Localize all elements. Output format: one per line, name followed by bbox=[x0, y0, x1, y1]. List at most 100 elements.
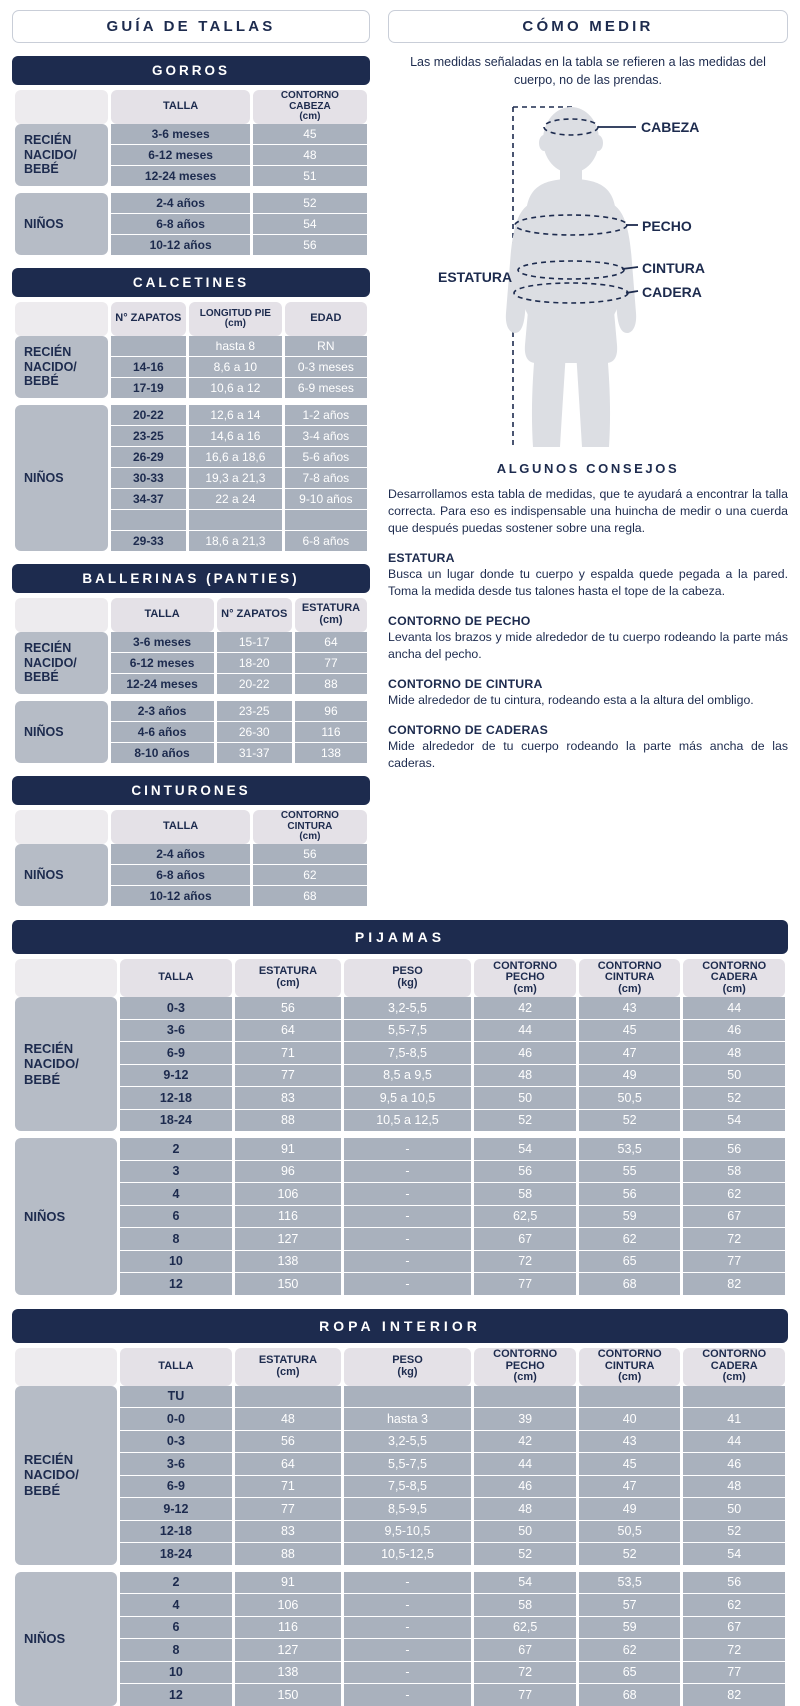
table-cell: 56 bbox=[235, 1430, 341, 1453]
measure-title: CÓMO MEDIR bbox=[388, 10, 788, 43]
table-cell: 77 bbox=[235, 1498, 341, 1521]
table-cell: 10,6 a 12 bbox=[189, 378, 282, 398]
table-cell: 72 bbox=[474, 1250, 576, 1273]
table-cell: 43 bbox=[578, 997, 681, 1020]
table-cinturones: CINTURONES TALLA CONTORNO CINTURA (cm) NIÑOS… bbox=[12, 776, 370, 906]
table-cell: 56 bbox=[578, 1183, 681, 1206]
table-cell: 22 a 24 bbox=[189, 489, 282, 510]
table-cell: 8 bbox=[119, 1228, 233, 1251]
table-cell: 6-9 meses bbox=[284, 378, 367, 398]
table-cell: 127 bbox=[235, 1639, 341, 1662]
table-cell: 9-12 bbox=[119, 1498, 233, 1521]
table-row: 6-8 años 62 bbox=[15, 865, 367, 886]
column-header: CONTORNO PECHO (cm) bbox=[474, 1347, 576, 1386]
table-cell: 43 bbox=[578, 1430, 681, 1453]
table-cell: 23-25 bbox=[216, 701, 292, 722]
table-cell: 150 bbox=[235, 1684, 341, 1706]
table-cell: 52 bbox=[683, 1520, 785, 1543]
table-row: 10-12 años 68 bbox=[15, 886, 367, 906]
right-column: CÓMO MEDIR Las medidas señaladas en la t… bbox=[388, 10, 788, 906]
table-cell: 83 bbox=[235, 1520, 341, 1543]
table-header-row: TALLA ESTATURA (cm) PESO (kg) CONTORNO PECHO (c… bbox=[15, 959, 785, 997]
table-cell: 30-33 bbox=[110, 468, 187, 489]
table-cell: 116 bbox=[235, 1205, 341, 1228]
table-cell: 14-16 bbox=[110, 357, 187, 378]
table-cell: 56 bbox=[252, 844, 367, 865]
table-cell: - bbox=[343, 1228, 472, 1251]
table-cell: 18-24 bbox=[119, 1543, 233, 1565]
table-cell: 72 bbox=[683, 1639, 785, 1662]
table-cell: 116 bbox=[235, 1616, 341, 1639]
table-cell: 52 bbox=[578, 1109, 681, 1131]
table-cell: - bbox=[343, 1183, 472, 1206]
table-cell: 59 bbox=[578, 1616, 681, 1639]
table-cell: 58 bbox=[683, 1160, 785, 1183]
table-cell: 23-25 bbox=[110, 426, 187, 447]
table-cell: 77 bbox=[683, 1250, 785, 1273]
table-cell: 77 bbox=[294, 653, 367, 674]
column-header-blank bbox=[15, 90, 109, 124]
column-header: CONTORNO CINTURA (cm) bbox=[578, 959, 681, 997]
cinturones-body: TALLA CONTORNO CINTURA (cm) NIÑOS 2-4 años 56 6… bbox=[12, 810, 370, 906]
table-header-row: N° ZAPATOS LONGITUD PIE (cm) EDAD bbox=[15, 302, 367, 336]
table-cell: 116 bbox=[294, 722, 367, 743]
table-cell: 127 bbox=[235, 1228, 341, 1251]
column-header: TALLA bbox=[111, 810, 250, 844]
column-header: TALLA bbox=[119, 959, 233, 997]
table-cell bbox=[284, 510, 367, 531]
table-cell: 6 bbox=[119, 1205, 233, 1228]
table-cell: 96 bbox=[235, 1160, 341, 1183]
group-spacer bbox=[15, 1565, 785, 1572]
table-cell: 3-4 años bbox=[284, 426, 367, 447]
banner-gorros: GORROS bbox=[12, 56, 370, 85]
table-row: 12-24 meses 51 bbox=[15, 166, 367, 186]
table-cell: 62 bbox=[578, 1228, 681, 1251]
table-cell: 106 bbox=[235, 1594, 341, 1617]
table-cell: 0-3 bbox=[119, 997, 233, 1020]
table-cell: 46 bbox=[474, 1042, 576, 1065]
table-header-row: TALLA CONTORNO CINTURA (cm) bbox=[15, 810, 367, 844]
table-cell: 7-8 años bbox=[284, 468, 367, 489]
table-cell: 26-30 bbox=[216, 722, 292, 743]
table-cell: 6-8 años bbox=[284, 531, 367, 551]
table-row: 6-9 71 7,5-8,5 46 47 48 bbox=[15, 1042, 785, 1065]
table-cell: 88 bbox=[235, 1543, 341, 1565]
table-cell: 6-12 meses bbox=[111, 145, 250, 166]
table-cell: 58 bbox=[474, 1594, 576, 1617]
table-row: 4 106-58 57 62 bbox=[15, 1594, 785, 1617]
row-group-label: RECIÉN NACIDO/BEBÉ bbox=[15, 124, 109, 186]
table-cell: 44 bbox=[474, 1453, 576, 1476]
table-cell: 44 bbox=[683, 1430, 785, 1453]
column-header: CONTORNO CADERA (cm) bbox=[683, 959, 785, 997]
table-cell: 62,5 bbox=[474, 1205, 576, 1228]
table-cell: 46 bbox=[683, 1019, 785, 1042]
table-row: NIÑOS 2 91-54 53,5 56 bbox=[15, 1571, 785, 1706]
column-header: EDAD bbox=[284, 302, 367, 336]
table-row bbox=[15, 510, 367, 531]
table-cell: 49 bbox=[578, 1498, 681, 1521]
table-cell: 52 bbox=[474, 1543, 576, 1565]
table-header-row: TALLA ESTATURA (cm) PESO (kg) CONTORNO PECHO (c… bbox=[15, 1347, 785, 1386]
table-row: RECIÉN NACIDO/BEBÉ hasta 8 RN bbox=[15, 336, 367, 398]
table-row: 0-3 56 3,2-5,5 42 43 44 bbox=[15, 1430, 785, 1453]
table-cell: 10 bbox=[119, 1250, 233, 1273]
table-cell: 18-20 bbox=[216, 653, 292, 674]
table-cell: 10,5 a 12,5 bbox=[343, 1109, 472, 1131]
table-cell: 2 bbox=[119, 1571, 233, 1594]
table-cell: 45 bbox=[252, 124, 367, 145]
table-row: 6-8 años 54 bbox=[15, 214, 367, 235]
table-cell: 42 bbox=[474, 1430, 576, 1453]
table-cell: 6-9 bbox=[119, 1475, 233, 1498]
table-cell: 9,5-10,5 bbox=[343, 1520, 472, 1543]
column-header: TALLA bbox=[119, 1347, 233, 1386]
table-cell: 2 bbox=[119, 1138, 233, 1161]
table-cell: 67 bbox=[474, 1228, 576, 1251]
table-row: NIÑOS 2-3 años 23-25 96 bbox=[15, 701, 367, 763]
group-spacer bbox=[15, 694, 367, 701]
table-cell: 52 bbox=[683, 1087, 785, 1110]
table-cell: hasta 8 bbox=[189, 336, 282, 357]
table-cell: 46 bbox=[474, 1475, 576, 1498]
table-cell: 45 bbox=[578, 1019, 681, 1042]
table-cell: 20-22 bbox=[216, 674, 292, 694]
table-row: RECIÉN NACIDO/BEBÉ TU bbox=[15, 1385, 785, 1565]
